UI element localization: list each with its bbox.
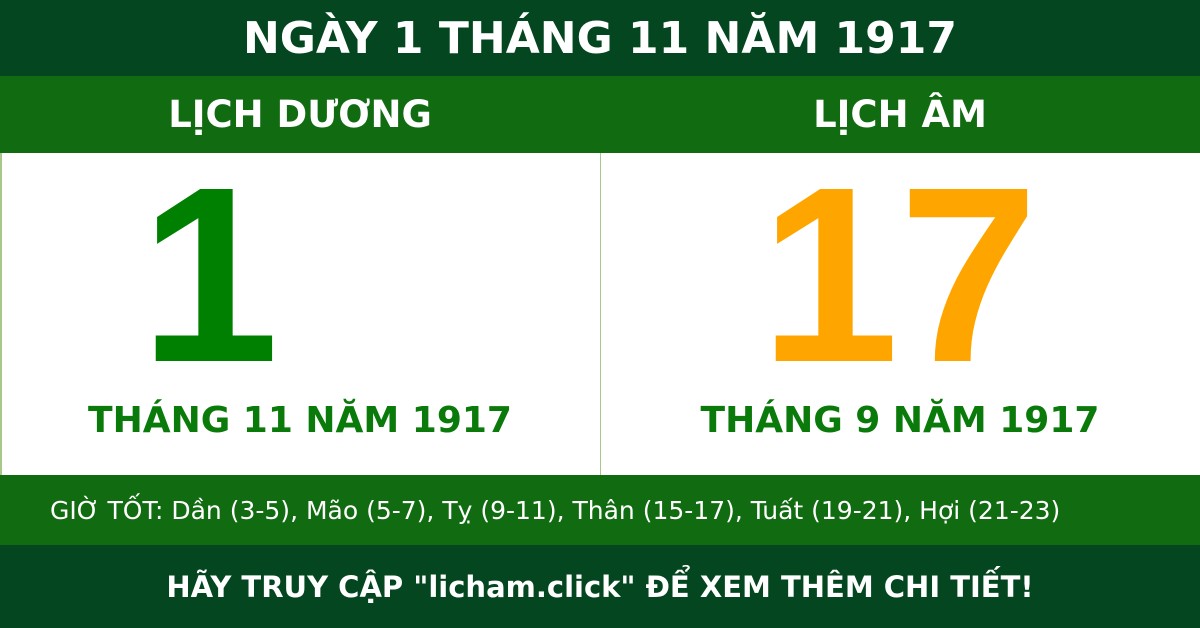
solar-calendar-label: LỊCH DƯƠNG — [168, 93, 432, 136]
divider — [600, 153, 601, 475]
lunar-day: 17 — [760, 135, 1039, 414]
solar-month-year: THÁNG 11 NĂM 1917 — [88, 400, 512, 441]
lunar-month-year: THÁNG 9 NĂM 1917 — [700, 400, 1100, 441]
footer-cta: HÃY TRUY CẬP "licham.click" ĐỂ XEM THÊM … — [0, 545, 1200, 628]
lunar-calendar-label: LỊCH ÂM — [813, 93, 987, 136]
solar-day: 1 — [140, 135, 280, 414]
calendar-headers: LỊCH DƯƠNG LỊCH ÂM — [0, 76, 1200, 153]
page-title: NGÀY 1 THÁNG 11 NĂM 1917 — [0, 0, 1200, 76]
good-hours: GIỜ TỐT: Dần (3-5), Mão (5-7), Tỵ (9-11)… — [0, 475, 1200, 545]
